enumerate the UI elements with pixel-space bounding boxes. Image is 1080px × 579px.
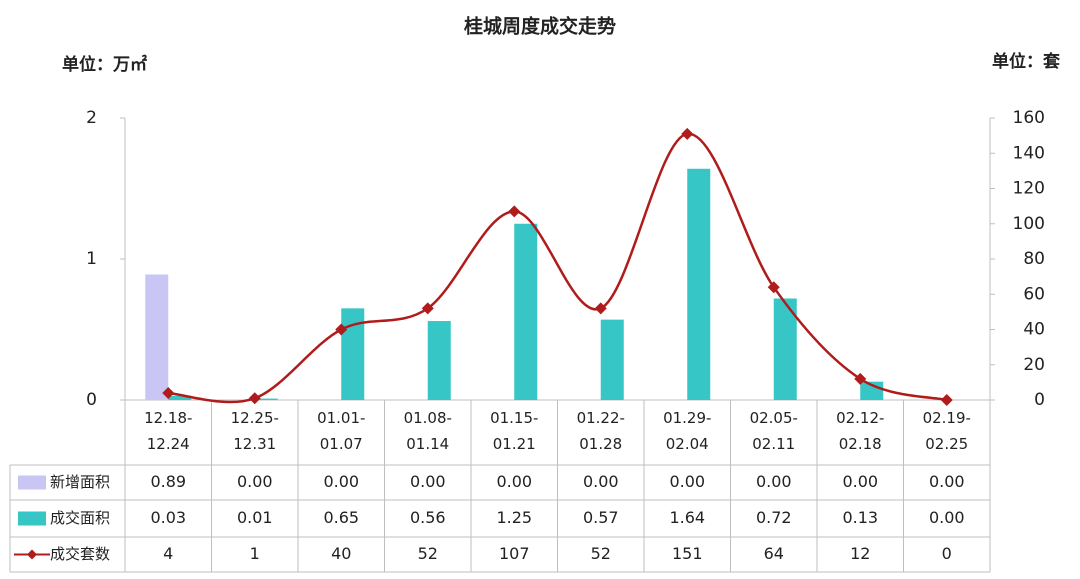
y2-tick-label: 40 [1023, 320, 1045, 340]
bar [773, 298, 797, 400]
y2-tick-label: 140 [1013, 143, 1045, 163]
bar [254, 398, 278, 400]
y2-tick-label: 20 [1023, 355, 1045, 375]
x-tick-label: 12.18-12.24 [144, 409, 193, 453]
line [168, 132, 948, 404]
table-cell: 107 [499, 544, 530, 563]
marker [594, 302, 607, 315]
y2-tick-label: 80 [1023, 249, 1045, 269]
table-cell: 52 [591, 544, 611, 563]
x-tick-label: 02.19-02.25 [922, 409, 971, 453]
x-tick-label: 12.25-12.31 [230, 409, 279, 453]
table-cell: 1.25 [496, 508, 532, 527]
table-cell: 0.56 [410, 508, 446, 527]
legend-label: 成交面积 [50, 509, 110, 527]
chart-title: 桂城周度成交走势 [463, 15, 616, 38]
table-cell: 0.13 [842, 508, 878, 527]
table-cell: 0.01 [237, 508, 273, 527]
table-cell: 4 [163, 544, 173, 563]
table-cell: 1 [250, 544, 260, 563]
marker [940, 394, 953, 406]
x-tick-label: 02.12-02.18 [836, 409, 885, 453]
x-tick-label: 01.15-01.21 [490, 409, 539, 453]
legend-key [18, 511, 46, 526]
table-cell: 0.00 [496, 472, 532, 491]
y2-tick-label: 160 [1013, 108, 1045, 128]
table-cell: 0.00 [237, 472, 273, 491]
y-tick-label: 1 [86, 249, 97, 269]
marker [508, 205, 521, 218]
table-cell: 52 [418, 544, 438, 563]
bar [427, 321, 451, 400]
y2-tick-label: 0 [1034, 390, 1045, 410]
table-cell: 0.00 [323, 472, 359, 491]
legend-key [18, 475, 46, 490]
bar [341, 308, 365, 400]
marker [335, 323, 348, 336]
x-tick-label: 01.22-01.28 [576, 409, 625, 453]
table-cell: 12 [850, 544, 870, 563]
x-tick-label: 01.29-02.04 [663, 409, 712, 453]
marker [162, 386, 175, 399]
table-cell: 0 [942, 544, 952, 563]
table-cell: 0.03 [150, 508, 186, 527]
y-axis-label: 单位：万㎡ [62, 54, 147, 75]
legend-label: 成交套数 [50, 545, 110, 563]
y2-tick-label: 120 [1013, 179, 1045, 199]
table-cell: 0.00 [842, 472, 878, 491]
marker [767, 281, 780, 294]
y2-axis-label: 单位：套 [992, 51, 1061, 72]
bar [168, 395, 192, 400]
table-cell: 0.00 [929, 472, 965, 491]
y-tick-label: 2 [86, 108, 97, 128]
table-cell: 1.64 [669, 508, 705, 527]
table-cell: 0.57 [583, 508, 619, 527]
table-cell: 0.65 [323, 508, 359, 527]
x-tick-label: 01.01-01.07 [317, 409, 366, 453]
table-cell: 0.89 [150, 472, 186, 491]
table-cell: 0.00 [669, 472, 705, 491]
y2-tick-label: 60 [1023, 284, 1045, 304]
table-cell: 151 [672, 544, 703, 563]
legend-key [27, 549, 37, 560]
marker [681, 127, 694, 140]
table-cell: 0.00 [583, 472, 619, 491]
legend-label: 新增面积 [50, 473, 110, 491]
table-cell: 64 [764, 544, 784, 563]
bar [145, 274, 169, 400]
x-tick-label: 02.05-02.11 [749, 409, 798, 453]
table-cell: 0.72 [756, 508, 792, 527]
table-cell: 0.00 [410, 472, 446, 491]
y2-tick-label: 100 [1013, 214, 1045, 234]
y-tick-label: 0 [86, 390, 97, 410]
table-cell: 0.00 [756, 472, 792, 491]
bar [687, 168, 711, 400]
table-cell: 0.00 [929, 508, 965, 527]
table-cell: 40 [331, 544, 351, 563]
bar [600, 319, 624, 400]
marker [421, 302, 434, 315]
bar [514, 223, 538, 400]
marker [248, 392, 261, 405]
x-tick-label: 01.08-01.14 [403, 409, 452, 453]
marker [854, 372, 867, 385]
